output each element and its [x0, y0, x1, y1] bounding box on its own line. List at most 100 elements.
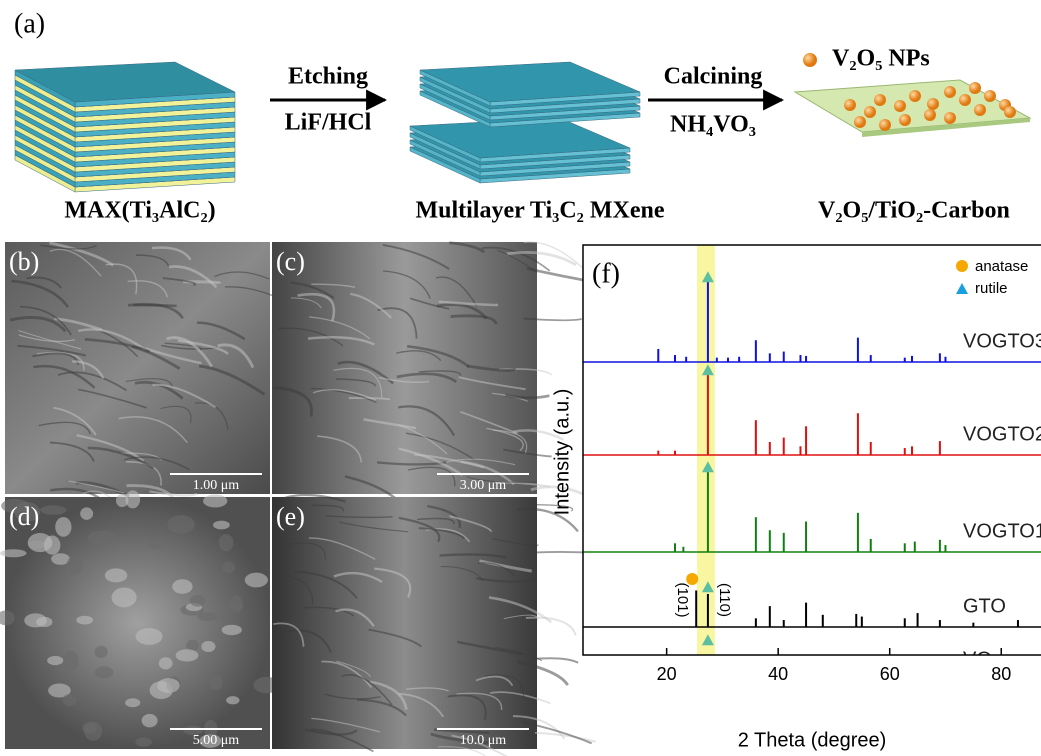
- xrd-chart: VOGTO3 VOGTO2 VOGTO1 GTO VO (101) (110) 20 40 60 8…: [551, 245, 1041, 751]
- nanoparticle: [844, 99, 856, 111]
- texture: [142, 714, 158, 727]
- y-axis-label: Intensity (a.u.): [551, 389, 573, 516]
- sem-image: [272, 242, 537, 494]
- sem-images: (b) 1.00 μm (c) 3.00 μm (d) 5.00 μm (e) 10.0 μm: [0, 242, 602, 756]
- texture: [225, 602, 243, 610]
- texture: [210, 675, 223, 691]
- nanoparticle: [864, 106, 876, 118]
- peak-label: (101): [674, 582, 691, 617]
- nanoparticle: [974, 104, 986, 116]
- nanoparticle: [879, 119, 891, 131]
- legend-label: V₂O₅ NPs: [832, 46, 930, 72]
- nanoparticle: [924, 109, 936, 121]
- nanoparticle: [944, 112, 956, 124]
- page: (a) Etching LiF/HCl Calcining NH₄VO₃ V₂O…: [0, 0, 1041, 756]
- nanoparticle: [899, 114, 911, 126]
- legend-np: [803, 53, 817, 67]
- nanoparticle: [944, 86, 956, 98]
- texture: [226, 696, 239, 704]
- texture: [190, 595, 206, 607]
- step-label: LiF/HCl: [285, 110, 372, 136]
- step-label: NH₄VO₃: [670, 112, 756, 138]
- peak-label: (110): [716, 583, 733, 617]
- texture: [245, 573, 268, 588]
- texture: [24, 613, 47, 627]
- texture: [95, 666, 114, 678]
- panel-label: (b): [9, 247, 39, 276]
- nanoparticle: [1004, 106, 1016, 118]
- scale-label: 5.00 μm: [193, 733, 240, 748]
- texture: [167, 515, 195, 533]
- texture: [176, 649, 199, 661]
- panel-label: (c): [276, 247, 305, 276]
- texture: [76, 616, 93, 625]
- legend-marker: [956, 260, 968, 272]
- nanoparticle: [874, 94, 886, 106]
- texture: [105, 568, 128, 582]
- scale-label: 10.0 μm: [460, 733, 507, 748]
- material-label: MAX(Ti₃AlC₂): [64, 198, 215, 224]
- texture: [201, 641, 215, 652]
- highlight-band: [697, 245, 715, 655]
- texture: [84, 722, 102, 741]
- nanoparticle: [854, 116, 866, 128]
- schematic: [15, 62, 1030, 192]
- figure: (a) Etching LiF/HCl Calcining NH₄VO₃ V₂O…: [0, 0, 1041, 756]
- nanoparticle: [894, 100, 906, 112]
- texture: [116, 494, 128, 507]
- series-label: VOGTO2: [963, 423, 1041, 445]
- texture: [213, 521, 230, 530]
- x-tick-label: 60: [880, 664, 900, 684]
- texture: [222, 625, 242, 635]
- texture: [136, 628, 163, 645]
- series-label: VO: [963, 648, 992, 670]
- plot-area: [583, 245, 1041, 655]
- series-label: VOGTO3: [963, 330, 1041, 352]
- texture: [203, 495, 227, 508]
- x-axis-label: 2 Theta (degree): [738, 729, 887, 751]
- texture: [172, 579, 192, 594]
- nanoparticle: [969, 82, 981, 94]
- panel-label: (d): [9, 502, 39, 531]
- series-label: VOGTO1: [963, 520, 1041, 542]
- texture: [157, 678, 179, 693]
- texture: [47, 656, 63, 665]
- nanoparticle: [927, 98, 939, 110]
- nanoparticle: [959, 94, 971, 106]
- texture: [44, 536, 60, 555]
- texture: [66, 556, 82, 575]
- legend-label: rutile: [975, 280, 1008, 297]
- material-label: Multilayer Ti₃C₂ MXene: [415, 198, 664, 224]
- texture: [40, 505, 66, 515]
- panel-label: (f): [592, 258, 620, 289]
- scale-label: 1.00 μm: [193, 478, 240, 493]
- texture: [0, 549, 27, 557]
- texture: [55, 517, 71, 537]
- texture: [94, 646, 107, 658]
- texture: [63, 651, 79, 671]
- step-label: Etching: [288, 64, 368, 90]
- texture: [88, 531, 116, 545]
- x-tick-label: 80: [991, 664, 1011, 684]
- legend-label: anatase: [975, 258, 1028, 275]
- panel-label: (a): [14, 8, 45, 39]
- series-label: GTO: [963, 595, 1006, 617]
- texture: [112, 587, 137, 607]
- sem-image: [272, 497, 537, 749]
- x-tick-label: 40: [768, 664, 788, 684]
- material-label: V₂O₅/TiO₂-Carbon: [818, 198, 1010, 224]
- nanoparticle: [984, 90, 996, 102]
- texture: [135, 737, 152, 746]
- texture: [63, 694, 77, 706]
- panel-label: (e): [276, 502, 305, 531]
- step-label: Calcining: [664, 64, 763, 90]
- texture: [125, 698, 140, 707]
- texture: [219, 534, 234, 551]
- texture: [149, 538, 162, 548]
- texture: [159, 657, 173, 669]
- nanoparticle: [909, 90, 921, 102]
- texture: [80, 507, 93, 519]
- x-tick-label: 20: [657, 664, 677, 684]
- scale-label: 3.00 μm: [460, 478, 507, 493]
- texture: [223, 561, 235, 573]
